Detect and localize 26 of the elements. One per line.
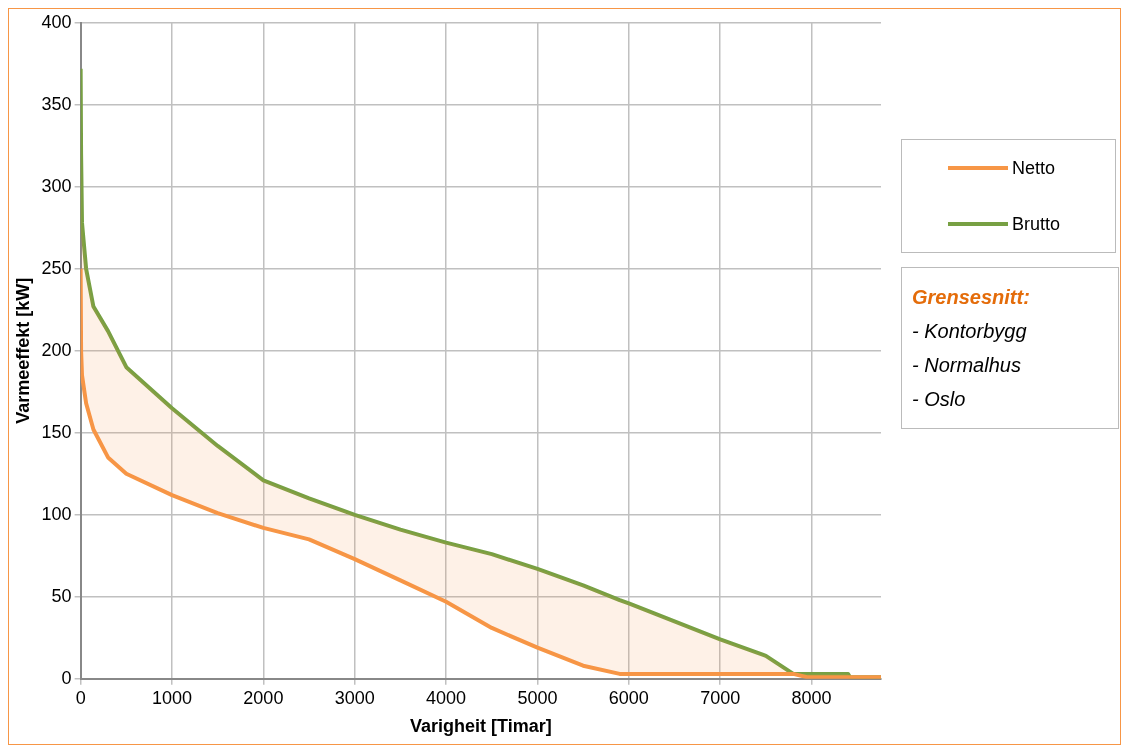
y-axis-title: Varmeeffekt [kW]: [12, 277, 33, 424]
text: - Kontorbygg: [912, 319, 1028, 344]
x-tick-label: 3000: [334, 687, 375, 708]
x-axis-title: Varigheit [Timar]: [409, 716, 552, 737]
x-tick-label: 5000: [517, 687, 558, 708]
y-tick-label: 400: [41, 11, 72, 32]
legend-label: Brutto: [1012, 213, 1061, 235]
x-tick-label: 6000: [608, 687, 649, 708]
y-tick-label: 300: [41, 175, 72, 196]
text: - Normalhus: [912, 353, 1022, 378]
text: Grensesnitt:: [912, 285, 1031, 310]
y-tick-label: 200: [41, 339, 72, 360]
legend-label: Netto: [1012, 157, 1056, 179]
y-tick-label: 50: [51, 585, 72, 606]
x-tick-label: 2000: [243, 687, 284, 708]
x-tick-label: 1000: [151, 687, 193, 708]
y-tick-label: 250: [41, 257, 72, 278]
y-tick-label: 150: [41, 421, 72, 442]
y-tick-label: 100: [41, 503, 72, 524]
y-tick-label: 0: [61, 667, 72, 688]
x-tick-label: 8000: [791, 687, 832, 708]
y-tick-label: 350: [41, 93, 72, 114]
x-tick-label: 7000: [700, 687, 741, 708]
x-tick-label: 0: [75, 687, 86, 708]
x-tick-label: 4000: [426, 687, 467, 708]
text: - Oslo: [912, 387, 967, 412]
